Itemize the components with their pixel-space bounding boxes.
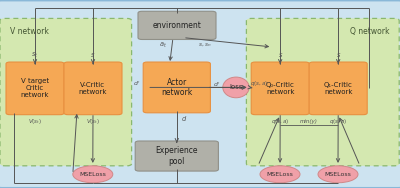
Text: Q network: Q network: [350, 27, 390, 36]
Text: $V(s_t)$: $V(s_t)$: [86, 117, 100, 126]
Text: $s, s_n$: $s, s_n$: [198, 41, 212, 49]
Text: $V(s_t)$: $V(s_t)$: [28, 117, 42, 126]
Text: $q(s,a)$: $q(s,a)$: [250, 79, 268, 88]
FancyBboxPatch shape: [135, 141, 218, 171]
Text: $q(s,a)$: $q(s,a)$: [271, 117, 289, 126]
FancyBboxPatch shape: [143, 62, 210, 113]
FancyBboxPatch shape: [251, 62, 309, 115]
Text: V-Critic
network: V-Critic network: [79, 82, 107, 95]
Text: Q₀-Critic
network: Q₀-Critic network: [266, 82, 295, 95]
Text: $d'$: $d'$: [213, 80, 220, 89]
FancyBboxPatch shape: [309, 62, 367, 115]
Ellipse shape: [260, 166, 300, 183]
Text: MSELoss: MSELoss: [266, 172, 294, 177]
Text: $a_t$: $a_t$: [159, 41, 167, 50]
FancyBboxPatch shape: [138, 11, 216, 39]
Ellipse shape: [223, 77, 249, 98]
Text: $q(s,a)$: $q(s,a)$: [329, 117, 347, 126]
Text: $s$: $s$: [90, 52, 96, 59]
Text: V target
Critic
network: V target Critic network: [21, 78, 49, 98]
Text: min(y): min(y): [300, 119, 318, 124]
Text: Q₁-Critic
network: Q₁-Critic network: [324, 82, 353, 95]
Ellipse shape: [73, 166, 113, 183]
FancyBboxPatch shape: [64, 62, 122, 115]
Text: environment: environment: [152, 21, 202, 30]
Text: Experience
pool: Experience pool: [156, 146, 198, 166]
Text: V network: V network: [10, 27, 48, 36]
Text: $s$: $s$: [278, 52, 283, 59]
Text: $s$: $s$: [336, 52, 341, 59]
Text: $s_t$: $s_t$: [31, 51, 39, 60]
Text: Actor
network: Actor network: [161, 78, 192, 97]
FancyBboxPatch shape: [6, 62, 64, 115]
FancyBboxPatch shape: [246, 18, 399, 166]
Text: $d$: $d$: [181, 114, 187, 123]
FancyBboxPatch shape: [0, 18, 132, 166]
Text: MSELoss: MSELoss: [324, 172, 352, 177]
Text: loss: loss: [229, 84, 243, 90]
Text: MSELoss: MSELoss: [79, 172, 106, 177]
Text: $d'$: $d'$: [134, 79, 141, 88]
Ellipse shape: [318, 166, 358, 183]
